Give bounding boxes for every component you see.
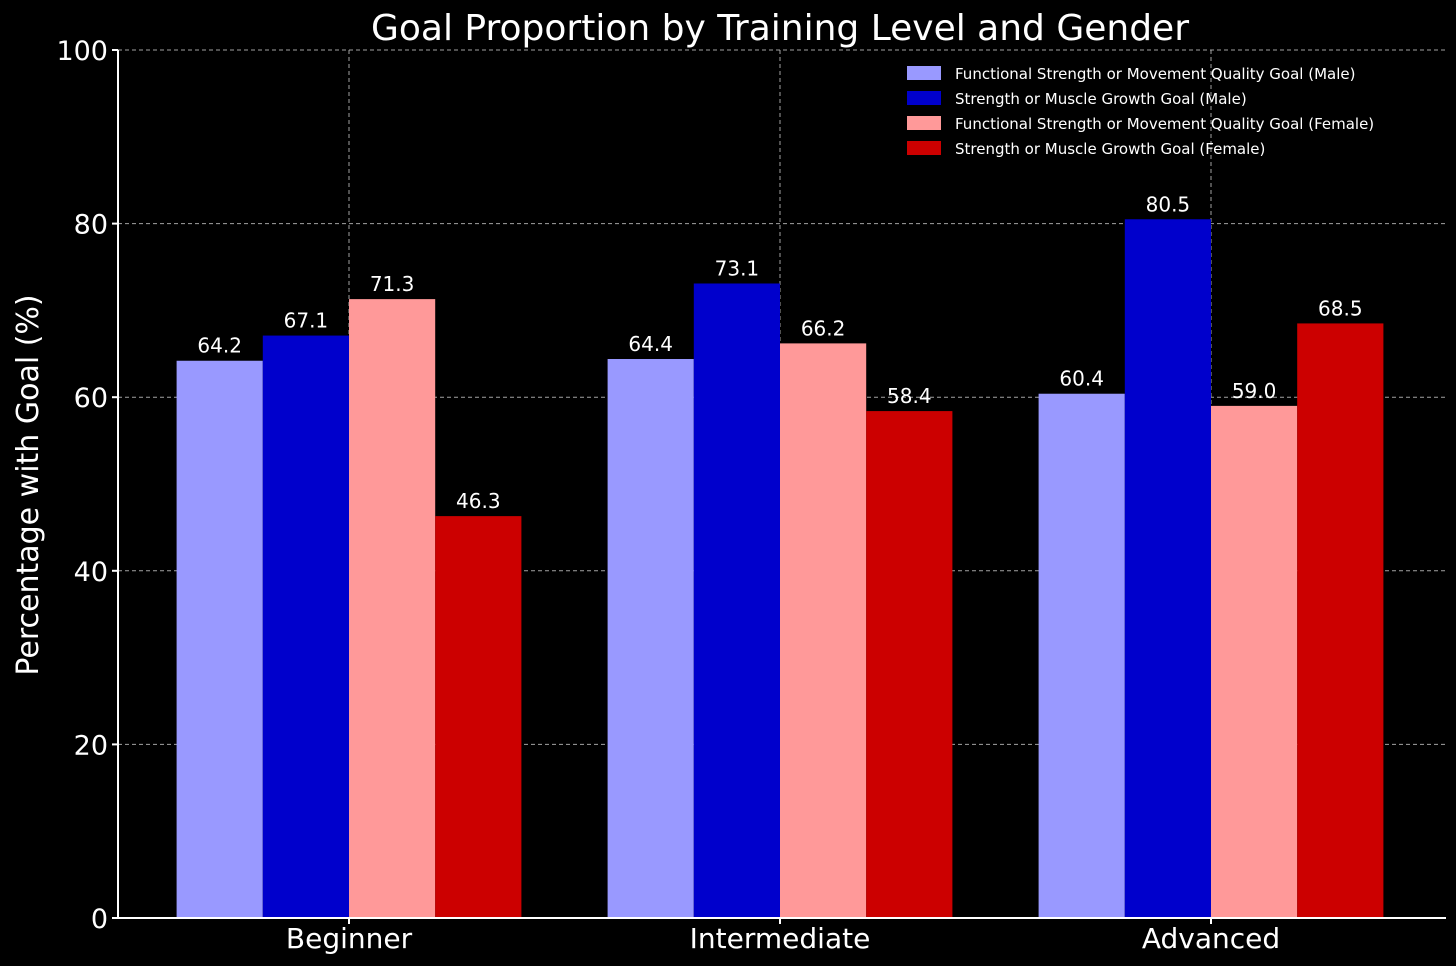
data-label: 58.4 [887, 384, 932, 408]
legend-swatch [907, 91, 941, 105]
bar [349, 299, 436, 919]
bar [693, 283, 780, 918]
y-tick-labels: 0 20 40 60 80 100 [56, 36, 118, 935]
legend-swatch [907, 66, 941, 80]
legend-label: Strength or Muscle Growth Goal (Male) [955, 90, 1247, 108]
data-label: 73.1 [715, 256, 760, 280]
data-label: 46.3 [456, 489, 501, 513]
y-tick-label: 0 [91, 904, 108, 935]
legend: Functional Strength or Movement Quality … [907, 65, 1374, 158]
bar [1038, 393, 1125, 918]
bar [780, 343, 867, 918]
data-label: 68.5 [1318, 296, 1363, 320]
y-tick-label: 80 [74, 210, 108, 241]
data-label: 71.3 [370, 272, 415, 296]
y-tick-label: 60 [74, 383, 108, 414]
axes [117, 50, 1446, 919]
data-label: 67.1 [284, 309, 329, 333]
bar [176, 360, 263, 918]
bar [1297, 323, 1384, 918]
legend-swatch [907, 116, 941, 130]
bar [1124, 219, 1211, 918]
legend-label: Functional Strength or Movement Quality … [955, 115, 1374, 133]
legend-label: Functional Strength or Movement Quality … [955, 65, 1355, 83]
chart-title: Goal Proportion by Training Level and Ge… [371, 8, 1189, 49]
bars [176, 219, 1384, 919]
data-label: 66.2 [801, 316, 846, 340]
y-axis-label: Percentage with Goal (%) [11, 294, 46, 675]
x-tick-labels: Beginner Intermediate Advanced [286, 918, 1280, 955]
bar [866, 411, 953, 918]
x-tick-label: Intermediate [690, 922, 871, 955]
data-label: 80.5 [1146, 192, 1191, 216]
data-label: 60.4 [1059, 367, 1104, 391]
data-label: 59.0 [1232, 379, 1277, 403]
x-tick-label: Beginner [286, 922, 413, 955]
y-tick-label: 40 [74, 557, 108, 588]
legend-label: Strength or Muscle Growth Goal (Female) [955, 140, 1265, 158]
bar [262, 335, 349, 918]
data-label: 64.4 [628, 332, 673, 356]
bar [1211, 405, 1298, 918]
y-tick-label: 100 [56, 36, 108, 67]
y-tick-label: 20 [74, 730, 108, 761]
data-labels: 64.2 67.1 71.3 46.3 64.4 73.1 66.2 58.4 60.4 80.5… [197, 192, 1362, 513]
data-label: 64.2 [197, 334, 242, 358]
x-tick-label: Advanced [1142, 922, 1280, 955]
legend-swatch [907, 141, 941, 155]
bar [607, 359, 694, 918]
bar [435, 516, 522, 918]
